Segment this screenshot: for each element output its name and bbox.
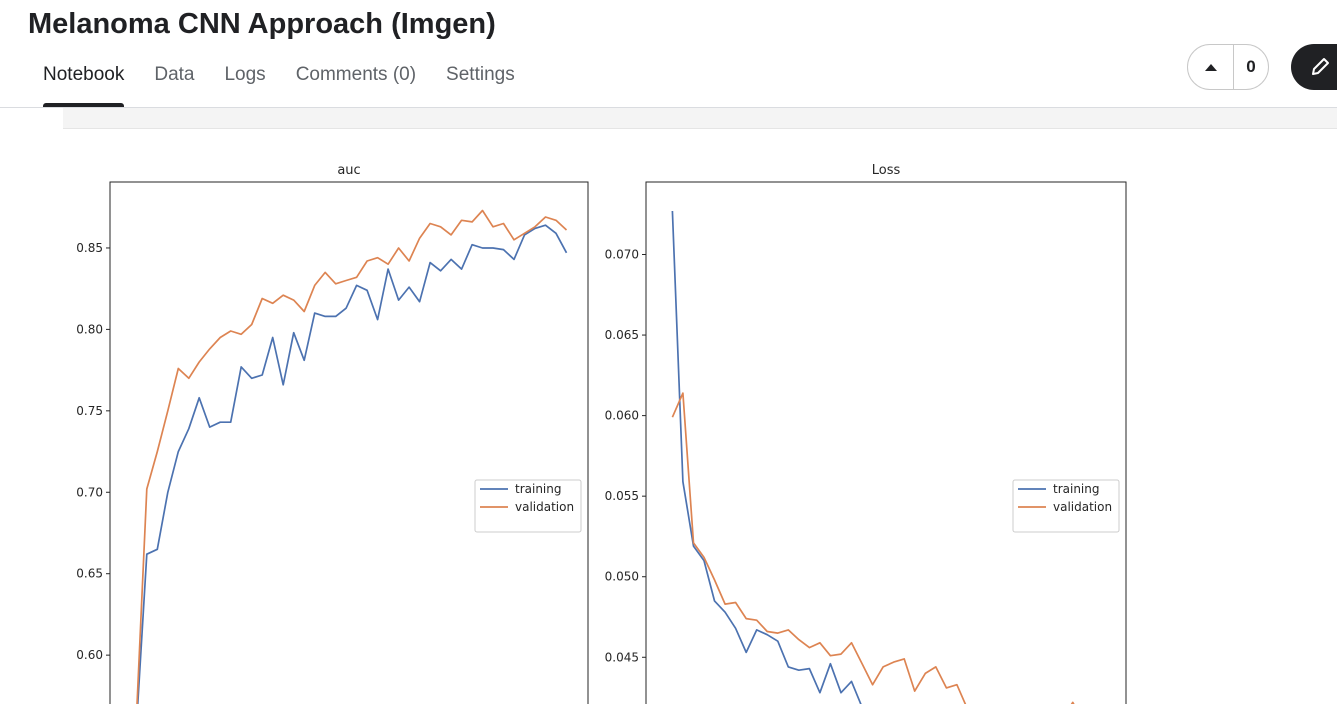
upvote-button[interactable] [1188, 45, 1234, 89]
tab[interactable]: Logs [224, 64, 266, 85]
chart-title: Loss [872, 163, 901, 178]
vote-count: 0 [1246, 57, 1256, 76]
vote-widget: 0 [1187, 44, 1269, 90]
y-tick-label: 0.055 [605, 489, 639, 503]
tab[interactable]: Notebook [43, 64, 125, 107]
chart-title: auc [337, 163, 360, 178]
y-tick-label: 0.070 [605, 248, 639, 262]
legend-label: training [1053, 482, 1100, 496]
y-tick-label: 0.75 [76, 404, 103, 418]
upvote-icon [1204, 64, 1217, 71]
cell-bar [63, 108, 1337, 129]
tab[interactable]: Settings [446, 64, 515, 85]
edit-button[interactable] [1291, 44, 1337, 90]
series-line [136, 209, 568, 704]
y-tick-label: 0.65 [76, 567, 103, 581]
series-line [136, 224, 568, 704]
divider [0, 107, 1337, 108]
y-tick-label: 0.065 [605, 328, 639, 342]
legend-label: validation [1053, 500, 1112, 514]
edit-icon [1312, 58, 1329, 75]
legend-label: training [515, 482, 562, 496]
tab[interactable]: Comments (0) [295, 64, 417, 85]
notebook-title: Melanoma CNN Approach (Imgen) [28, 8, 496, 40]
plot-lines [136, 209, 568, 704]
y-tick-label: 0.70 [76, 485, 103, 499]
legend-box [474, 479, 582, 533]
y-tick-label: 0.050 [605, 570, 639, 584]
y-tick-label: 0.60 [76, 648, 103, 662]
plot-lines [671, 210, 1075, 704]
legend-box [1012, 479, 1120, 533]
y-tick-label: 0.045 [605, 650, 639, 664]
plot-frame [109, 181, 589, 704]
legend-label: validation [515, 500, 574, 514]
series-line [671, 210, 862, 704]
series-line [671, 392, 1075, 704]
plot-frame [645, 181, 1127, 704]
tab-bar: Notebook Data Logs Comments (0) Settings [43, 64, 515, 107]
tab[interactable]: Data [154, 64, 195, 85]
y-tick-label: 0.80 [76, 322, 103, 336]
y-tick-label: 0.85 [76, 241, 103, 255]
y-tick-label: 0.060 [605, 409, 639, 423]
